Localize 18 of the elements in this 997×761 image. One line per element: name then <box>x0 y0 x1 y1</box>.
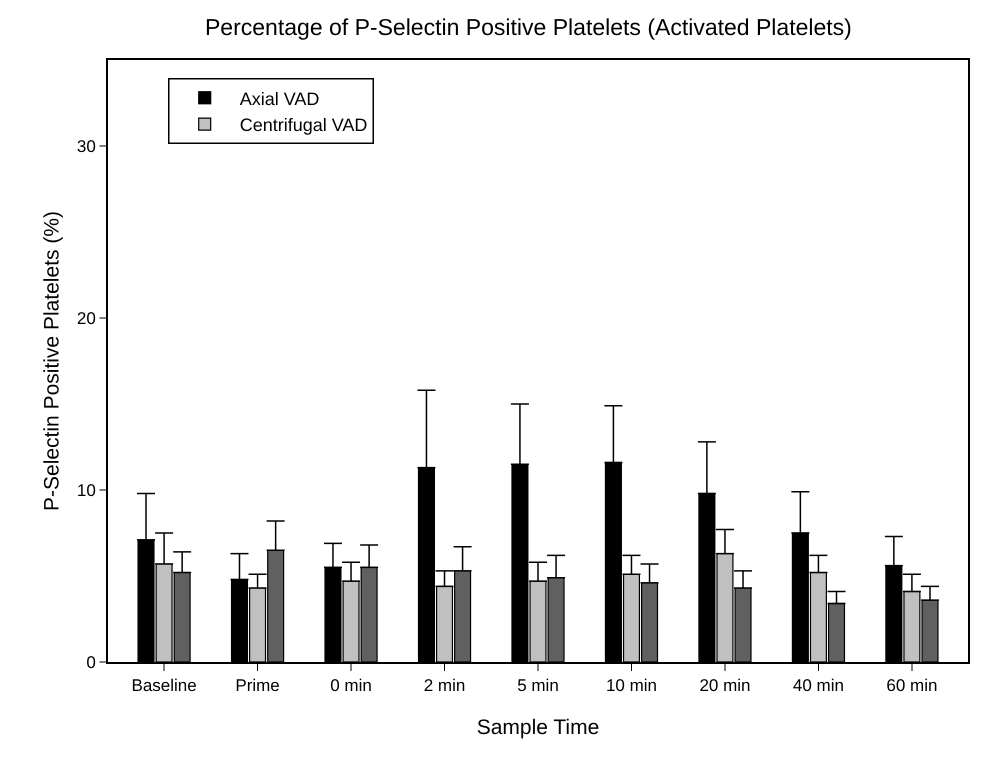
y-tick-label: 20 <box>76 308 96 328</box>
y-axis-title: P-Selectin Positive Platelets (%) <box>40 211 64 511</box>
x-tick-label: Prime <box>235 676 280 696</box>
y-tick-label: 10 <box>76 480 96 500</box>
x-tick-label: 0 min <box>330 676 372 696</box>
legend-label: Axial VAD <box>240 88 320 109</box>
x-tick-label: 5 min <box>517 676 559 696</box>
x-tick-label: 60 min <box>886 676 938 696</box>
x-tick-label: 10 min <box>606 676 657 696</box>
x-tick-label: 20 min <box>699 676 750 696</box>
y-tick-label: 30 <box>76 136 96 156</box>
x-axis-title: Sample Time <box>476 716 600 739</box>
legend-label: Centrifugal VAD <box>240 115 368 136</box>
y-tick-label: 0 <box>86 652 96 672</box>
x-tick-label: Baseline <box>131 676 197 696</box>
x-tick-label: 40 min <box>792 676 844 696</box>
x-tick-label: 2 min <box>424 676 466 696</box>
chart-title: Percentage of P-Selectin Positive Platelets (Activated Platelets) <box>204 14 852 40</box>
